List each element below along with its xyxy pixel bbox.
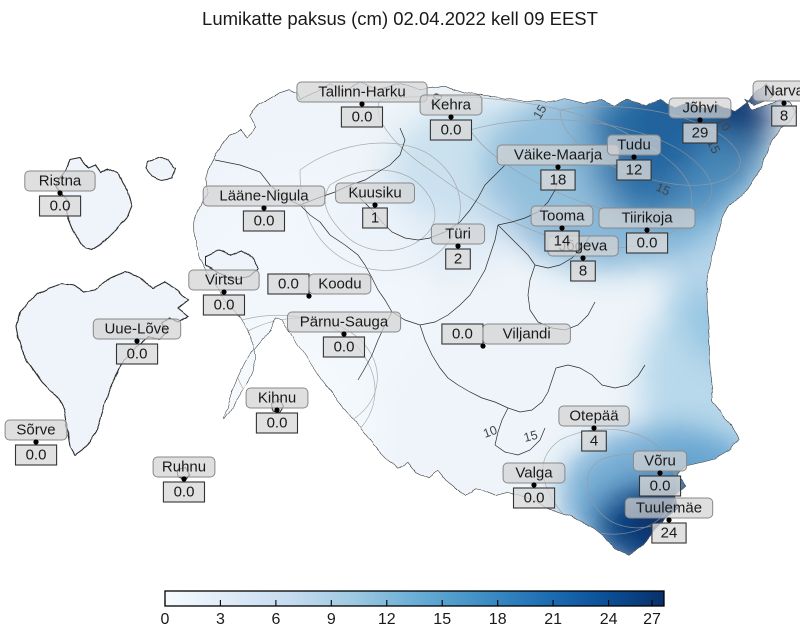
- svg-text:Tallinn-Harku: Tallinn-Harku: [318, 84, 406, 101]
- svg-text:0.0: 0.0: [334, 339, 355, 356]
- svg-text:9: 9: [327, 611, 336, 628]
- svg-text:0.0: 0.0: [524, 490, 545, 507]
- svg-text:12: 12: [378, 611, 396, 628]
- svg-text:0.0: 0.0: [278, 276, 299, 293]
- svg-text:Kehra: Kehra: [431, 97, 472, 114]
- svg-text:Koodu: Koodu: [318, 276, 361, 293]
- svg-text:24: 24: [661, 525, 678, 542]
- svg-text:Uue-Lõve: Uue-Lõve: [104, 321, 169, 338]
- svg-text:25: 25: [578, 83, 597, 102]
- svg-text:4: 4: [590, 433, 598, 450]
- svg-text:0.0: 0.0: [441, 122, 462, 139]
- svg-text:Virtsu: Virtsu: [205, 272, 243, 289]
- svg-text:0.0: 0.0: [127, 346, 148, 363]
- svg-text:0.0: 0.0: [50, 198, 71, 215]
- svg-text:21: 21: [544, 611, 562, 628]
- svg-text:Ristna: Ristna: [39, 173, 82, 190]
- svg-text:2: 2: [454, 251, 462, 268]
- svg-text:8: 8: [780, 108, 788, 125]
- svg-text:Kihnu: Kihnu: [258, 390, 296, 407]
- svg-text:Viljandi: Viljandi: [503, 326, 551, 343]
- svg-text:0.0: 0.0: [637, 235, 658, 252]
- svg-text:Türi: Türi: [445, 226, 471, 243]
- svg-text:Kuusiku: Kuusiku: [348, 185, 401, 202]
- svg-text:Tudu: Tudu: [617, 137, 651, 154]
- svg-text:Tiirikoja: Tiirikoja: [621, 210, 673, 227]
- svg-text:Otepää: Otepää: [569, 408, 619, 425]
- svg-text:Lääne-Nigula: Lääne-Nigula: [219, 188, 309, 205]
- svg-text:27: 27: [643, 611, 661, 628]
- svg-text:10: 10: [697, 466, 715, 484]
- svg-text:Ruhnu: Ruhnu: [162, 459, 206, 476]
- svg-text:0.0: 0.0: [254, 213, 275, 230]
- svg-text:1: 1: [371, 210, 379, 227]
- svg-text:0.0: 0.0: [352, 109, 373, 126]
- svg-text:Jõhvi: Jõhvi: [682, 100, 717, 117]
- svg-text:5: 5: [714, 359, 729, 368]
- svg-text:Väike-Maarja: Väike-Maarja: [514, 147, 603, 164]
- svg-text:Tooma: Tooma: [539, 208, 585, 225]
- svg-text:3: 3: [216, 611, 225, 628]
- svg-text:0.0: 0.0: [452, 326, 473, 343]
- svg-text:Sõrve: Sõrve: [16, 422, 55, 439]
- svg-text:0.0: 0.0: [214, 297, 235, 314]
- svg-text:Tuulemäe: Tuulemäe: [636, 500, 702, 517]
- svg-text:29: 29: [692, 125, 709, 142]
- svg-text:0: 0: [161, 611, 170, 628]
- svg-text:Valga: Valga: [515, 465, 553, 482]
- svg-text:Võru: Võru: [644, 453, 676, 470]
- svg-text:0.0: 0.0: [650, 478, 671, 495]
- svg-text:0.0: 0.0: [174, 484, 195, 501]
- svg-text:8: 8: [579, 263, 587, 280]
- svg-text:6: 6: [271, 611, 280, 628]
- svg-text:Pärnu-Sauga: Pärnu-Sauga: [300, 314, 389, 331]
- svg-text:18: 18: [550, 172, 567, 189]
- svg-text:0.0: 0.0: [267, 415, 288, 432]
- svg-text:15: 15: [433, 611, 451, 628]
- svg-text:24: 24: [600, 611, 618, 628]
- svg-text:0.0: 0.0: [26, 447, 47, 464]
- svg-text:12: 12: [626, 162, 643, 179]
- svg-text:Narva: Narva: [764, 83, 800, 100]
- svg-text:14: 14: [554, 233, 571, 250]
- svg-text:18: 18: [489, 611, 507, 628]
